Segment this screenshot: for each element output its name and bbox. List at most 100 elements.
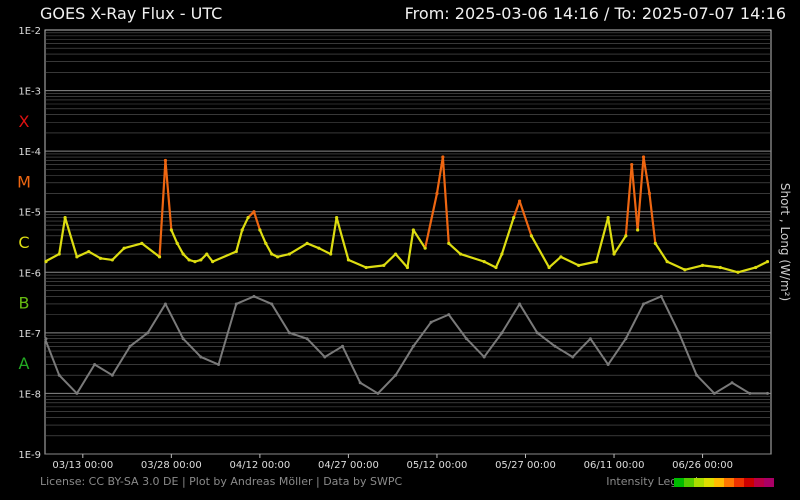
legend-swatch <box>704 478 714 487</box>
short-series-segment <box>571 338 592 358</box>
long-series-point <box>157 255 162 259</box>
short-series-segment <box>270 303 291 334</box>
short-series-point <box>57 373 61 377</box>
long-series-point <box>636 228 640 232</box>
legend-swatch <box>724 478 734 487</box>
flare-class-b: B <box>19 294 30 313</box>
short-series-point <box>464 337 468 341</box>
long-series-segment <box>483 260 497 269</box>
short-series-segment <box>146 303 167 334</box>
y-tick-label: 1E-3 <box>18 87 41 98</box>
short-series-point <box>341 344 345 348</box>
long-series-point <box>441 155 445 159</box>
long-series-segment <box>406 229 415 268</box>
long-series-point <box>211 260 215 264</box>
flare-class-x: X <box>19 112 30 131</box>
legend-swatch <box>754 478 764 487</box>
long-series-point <box>110 258 114 262</box>
long-series-point <box>500 252 504 256</box>
y-tick-label: 1E-4 <box>18 147 41 158</box>
short-series-point <box>394 373 398 377</box>
y-tick-label: 1E-2 <box>18 26 41 37</box>
long-series-segment <box>264 242 273 255</box>
short-series-point <box>358 381 362 385</box>
long-series-point <box>258 228 262 232</box>
long-series-segment <box>365 264 384 269</box>
short-series-segment <box>359 381 379 395</box>
short-series-segment <box>412 321 432 347</box>
short-series-segment <box>164 303 185 340</box>
long-series-point <box>624 234 628 238</box>
long-series-point <box>435 191 439 196</box>
short-series-segment <box>695 374 716 395</box>
long-series-segment <box>176 242 185 255</box>
credits-text: License: CC BY-SA 3.0 DE | Plot by Andre… <box>40 475 403 488</box>
long-series-segment <box>755 260 768 269</box>
long-series-point <box>240 228 244 232</box>
long-series-point <box>187 258 191 262</box>
long-series-point <box>175 241 179 245</box>
long-series-segment <box>494 253 503 268</box>
long-series-point <box>647 191 652 196</box>
short-series-segment <box>660 295 680 334</box>
short-series-point <box>447 313 451 317</box>
long-series-point <box>630 162 634 167</box>
long-series-point <box>423 246 427 250</box>
long-series-point <box>447 241 451 245</box>
short-series-point <box>217 363 221 367</box>
x-tick-label: 06/26 00:00 <box>672 460 733 471</box>
short-series-segment <box>447 314 468 340</box>
short-series-segment <box>589 338 609 366</box>
short-series-point <box>642 302 646 306</box>
short-series-segment <box>554 345 574 358</box>
x-tick-label: 04/27 00:00 <box>318 460 379 471</box>
short-series-point <box>748 391 752 395</box>
long-series-point <box>44 260 48 264</box>
short-series-point <box>765 391 769 395</box>
x-tick-label: 05/27 00:00 <box>495 460 556 471</box>
long-series-segment <box>560 255 580 267</box>
long-series-segment <box>235 229 244 252</box>
long-series-segment <box>684 264 703 271</box>
long-series-segment <box>424 193 439 249</box>
long-series-segment <box>252 211 261 231</box>
long-series-point <box>683 268 687 272</box>
short-series-segment <box>624 303 645 340</box>
long-series-point <box>169 228 173 232</box>
short-series-segment <box>341 345 362 384</box>
long-series-segment <box>630 164 639 231</box>
long-series-segment <box>607 217 616 255</box>
long-series-point <box>512 215 516 220</box>
long-series-segment <box>548 256 562 269</box>
short-series-segment <box>217 303 238 365</box>
legend-swatch <box>684 478 694 487</box>
long-series-point <box>547 265 551 270</box>
long-series-point <box>394 252 398 256</box>
short-series-segment <box>607 338 627 366</box>
long-series-segment <box>76 250 90 258</box>
long-series-point <box>700 263 705 267</box>
long-series-segment <box>141 242 161 258</box>
long-series-point <box>606 215 610 220</box>
long-series-segment <box>642 156 651 194</box>
short-series-segment <box>289 331 308 340</box>
short-series-point <box>252 294 256 298</box>
x-tick-label: 06/11 00:00 <box>584 460 645 471</box>
short-series-point <box>712 391 716 395</box>
long-series-point <box>122 246 126 250</box>
long-series-point <box>87 249 91 254</box>
short-series-segment <box>483 332 503 358</box>
long-series-segment <box>578 260 597 267</box>
long-series-segment <box>500 217 515 255</box>
short-series-segment <box>306 338 326 358</box>
short-series-point <box>128 344 132 348</box>
long-series-segment <box>100 257 113 262</box>
long-series-point <box>594 260 598 264</box>
long-series-point <box>458 252 463 256</box>
date-range-label: From: 2025-03-06 14:16 / To: 2025-07-07 … <box>404 4 786 23</box>
short-series-point <box>429 320 433 324</box>
x-tick-label: 03/13 00:00 <box>52 460 113 471</box>
short-series-point <box>287 331 291 335</box>
short-series-segment <box>394 345 415 376</box>
